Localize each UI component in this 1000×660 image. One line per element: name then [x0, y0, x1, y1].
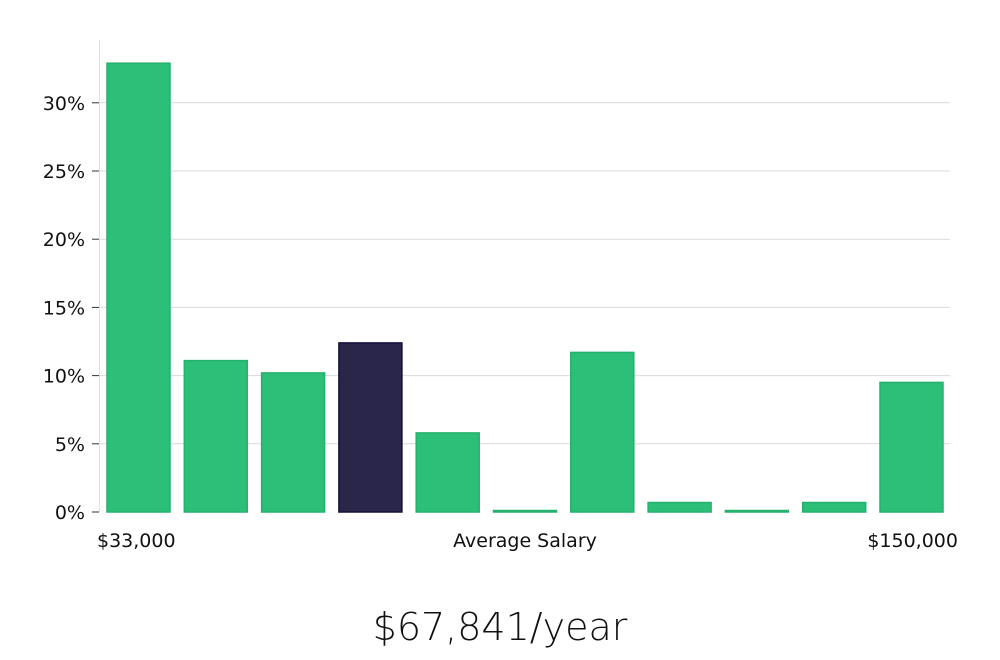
bars: [106, 62, 944, 513]
y-tick-label: 30%: [43, 93, 85, 115]
y-tick-label: 5%: [55, 434, 85, 456]
average-salary-value: $67,841/year: [372, 605, 628, 649]
y-tick-label: 0%: [55, 502, 85, 524]
x-start-label: $33,000: [97, 530, 176, 552]
bar: [183, 359, 249, 513]
bar: [492, 509, 558, 513]
bar: [879, 381, 944, 513]
y-tick-label: 20%: [43, 229, 85, 251]
y-tick-label: 10%: [43, 366, 85, 388]
bar: [570, 351, 635, 513]
bar: [724, 509, 790, 513]
bar: [415, 432, 480, 513]
bar: [647, 501, 712, 513]
bar: [801, 501, 867, 513]
y-tick-label: 15%: [43, 297, 85, 319]
y-tick-labels: 0% 5% 10% 15% 20% 25% 30%: [43, 93, 99, 524]
bar-highlighted: [338, 342, 403, 513]
x-end-label: $150,000: [867, 530, 958, 552]
salary-histogram: 0% 5% 10% 15% 20% 25% 30% $33,000 Average Sala…: [43, 40, 958, 552]
y-tick-label: 25%: [43, 161, 85, 183]
bar: [260, 372, 326, 513]
x-axis-label: Average Salary: [453, 530, 597, 552]
bar: [106, 62, 171, 513]
